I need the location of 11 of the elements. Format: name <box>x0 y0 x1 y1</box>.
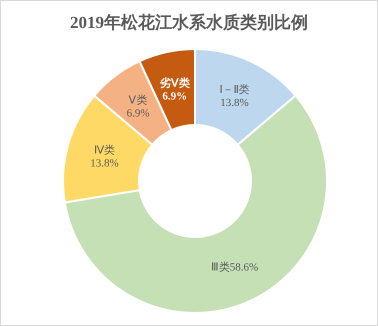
data-label: 6.9% <box>162 90 188 103</box>
data-label: 13.8% <box>220 97 249 110</box>
slice-label: Ⅰ－Ⅱ类 <box>219 83 250 96</box>
data-label: 6.9% <box>126 108 150 120</box>
slice-label: Ⅳ类 <box>94 143 115 156</box>
data-label: 13.8% <box>90 157 119 170</box>
slice-label: Ⅴ类 <box>128 94 148 107</box>
slice-label: Ⅲ类 <box>210 260 230 274</box>
chart-title: 2019年松花江水系水质类别比例 <box>70 13 308 32</box>
slice-label: 劣Ⅴ类 <box>158 76 190 90</box>
data-label: 58.6% <box>230 261 258 274</box>
